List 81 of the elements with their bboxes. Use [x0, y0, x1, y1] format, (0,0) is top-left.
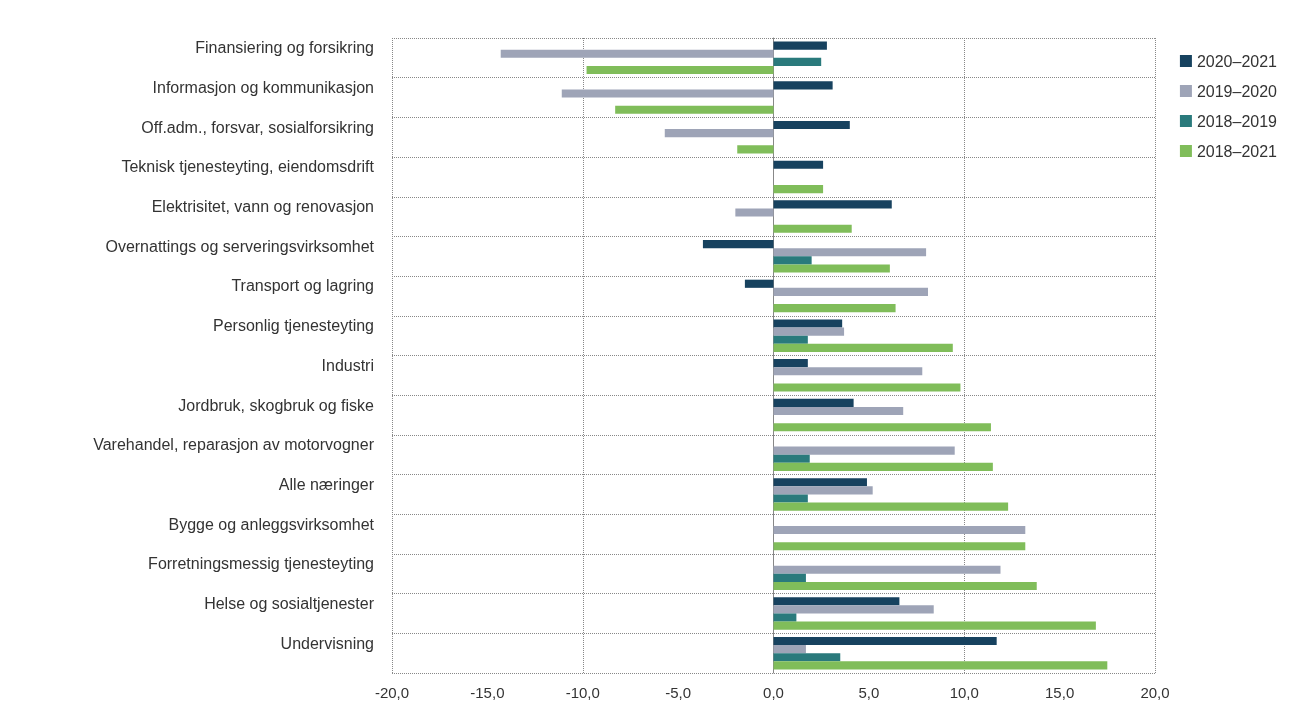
bar [773, 653, 841, 662]
bar [773, 248, 927, 257]
bar [773, 335, 808, 344]
y-tick-label: Forretningsmessig tjenesteyting [148, 555, 374, 573]
bar [773, 581, 1037, 591]
bar [773, 406, 904, 416]
bar [773, 319, 843, 328]
y-tick-label: Overnattings og serveringsvirksomhet [105, 237, 375, 255]
x-tick-label: -20,0 [374, 684, 410, 701]
bar [773, 462, 993, 471]
y-tick-label: Alle næringer [278, 475, 375, 493]
y-tick-label: Bygge og anleggsvirksomhet [168, 515, 375, 533]
bar [773, 542, 1026, 551]
bar [773, 383, 961, 392]
bar [773, 57, 822, 66]
bar [773, 264, 890, 273]
x-tick-label: -15,0 [470, 684, 505, 701]
bar [773, 398, 854, 407]
legend-label: 2018–2019 [1196, 112, 1278, 130]
bar [773, 636, 997, 646]
bar [702, 240, 774, 249]
bar [773, 478, 867, 487]
bar [773, 502, 1009, 511]
bar [773, 256, 812, 265]
bar [586, 65, 774, 75]
y-tick-label: Teknisk tjenesteyting, eiendomsdrift [121, 158, 375, 176]
bar [500, 49, 774, 58]
legend-label: 2020–2021 [1196, 52, 1278, 70]
bar [773, 359, 808, 368]
bar [773, 621, 1096, 630]
y-tick-label: Off.adm., forsvar, sosialforsikring [141, 118, 374, 136]
bar [773, 367, 923, 376]
y-tick-label: Varehandel, reparasjon av motorvogner [93, 436, 375, 454]
bar [773, 525, 1026, 535]
bar [773, 81, 833, 90]
y-tick-label: Personlig tjenesteyting [213, 317, 374, 335]
bar [773, 494, 808, 503]
bar [664, 129, 774, 138]
bar [773, 287, 929, 296]
x-tick-label: -5,0 [665, 684, 692, 701]
bar [773, 224, 852, 233]
bar [773, 645, 806, 654]
bar [773, 446, 955, 455]
y-tick-label: Industri [321, 356, 374, 374]
bar [773, 454, 810, 463]
y-tick-label: Finansiering og forsikring [195, 39, 374, 57]
bar [773, 423, 991, 432]
y-tick-label: Informasjon og kommunikasjon [152, 79, 374, 97]
bar [773, 605, 934, 614]
y-tick-label: Elektrisitet, vann og renovasjon [151, 198, 374, 216]
legend-label: 2019–2020 [1196, 82, 1278, 100]
legend-label: 2018–2021 [1196, 142, 1278, 160]
x-tick-label: 5,0 [858, 684, 880, 701]
bar [561, 89, 774, 98]
x-tick-label: 15,0 [1045, 684, 1075, 701]
y-tick-label: Transport og lagring [231, 277, 374, 295]
bar [773, 343, 953, 352]
y-tick-label: Jordbruk, skogbruk og fiske [178, 396, 375, 414]
bar [773, 41, 827, 50]
x-tick-label: -10,0 [565, 684, 600, 701]
bar [773, 613, 797, 622]
bar [773, 573, 806, 582]
bar [737, 145, 774, 154]
bar [773, 160, 824, 169]
bar [744, 279, 774, 288]
y-tick-label: Undervisning [280, 634, 374, 652]
bar [615, 105, 774, 114]
y-tick-label: Helse og sosialtjenester [204, 594, 375, 612]
bar [773, 597, 900, 606]
bar [773, 486, 873, 495]
x-tick-label: 20,0 [1140, 684, 1170, 701]
bar [735, 208, 774, 217]
x-tick-label: 0,0 [763, 684, 784, 701]
bar [773, 661, 1108, 670]
bar [773, 120, 850, 130]
bar [773, 304, 896, 313]
bar [773, 200, 892, 209]
bar [773, 185, 824, 194]
bar [773, 565, 1001, 574]
bar [773, 327, 845, 336]
x-tick-label: 10,0 [949, 684, 979, 701]
